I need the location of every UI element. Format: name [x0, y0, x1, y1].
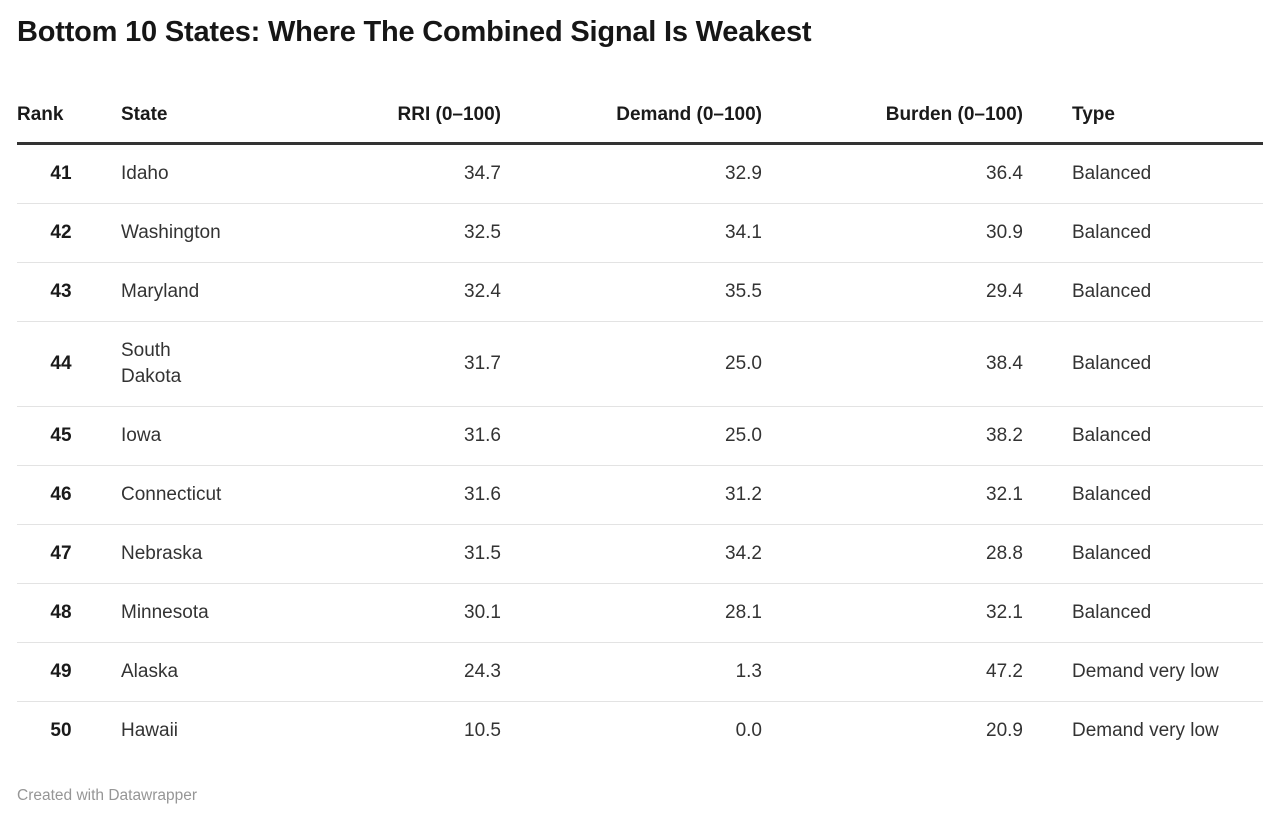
- table-row: 49 Alaska 24.3 1.3 47.2 Demand very low: [17, 642, 1263, 702]
- cell-type: Demand very low: [1035, 701, 1263, 760]
- column-header-type: Type: [1035, 88, 1263, 145]
- cell-rri: 31.5: [243, 524, 513, 584]
- cell-rri: 31.7: [243, 321, 513, 407]
- cell-rank: 41: [50, 163, 72, 184]
- table-row: 50 Hawaii 10.5 0.0 20.9 Demand very low: [17, 701, 1263, 760]
- table-row: 41 Idaho 34.7 32.9 36.4 Balanced: [17, 144, 1263, 204]
- cell-type: Balanced: [1035, 262, 1263, 322]
- cell-burden: 38.2: [774, 406, 1035, 466]
- cell-demand: 32.9: [725, 163, 762, 184]
- cell-rank: 42: [17, 203, 105, 263]
- cell-rri: 34.7: [464, 163, 501, 184]
- cell-rank: 45: [17, 406, 105, 466]
- cell-rri: 24.3: [243, 642, 513, 702]
- cell-demand: 34.2: [513, 524, 774, 584]
- cell-burden: 29.4: [774, 262, 1035, 322]
- cell-burden: 28.8: [774, 524, 1035, 584]
- table-row: 46 Connecticut 31.6 31.2 32.1 Balanced: [17, 465, 1263, 525]
- cell-rank: 46: [17, 465, 105, 525]
- cell-state: Hawaii: [105, 701, 243, 760]
- cell-type: Balanced: [1035, 465, 1263, 525]
- cell-state: Maryland: [105, 262, 243, 322]
- cell-demand: 31.2: [513, 465, 774, 525]
- table-body: 41 Idaho 34.7 32.9 36.4 Balanced 42 Washington 3…: [17, 144, 1263, 760]
- states-table: Rank State RRI (0–100) Demand (0–100) Bu…: [17, 88, 1263, 760]
- table-row: 42 Washington 32.5 34.1 30.9 Balanced: [17, 203, 1263, 263]
- column-header-rank: Rank: [17, 88, 105, 145]
- cell-state: Washington: [105, 203, 243, 263]
- column-header-state: State: [105, 88, 243, 145]
- cell-demand: 28.1: [513, 583, 774, 643]
- cell-rank: 48: [17, 583, 105, 643]
- cell-rri: 31.6: [243, 406, 513, 466]
- cell-type: Balanced: [1035, 524, 1263, 584]
- cell-burden: 38.4: [774, 321, 1035, 407]
- cell-rank: 44: [17, 321, 105, 407]
- cell-demand: 34.1: [513, 203, 774, 263]
- cell-rri: 32.4: [243, 262, 513, 322]
- cell-demand: 1.3: [513, 642, 774, 702]
- page-title: Bottom 10 States: Where The Combined Sig…: [17, 16, 812, 48]
- cell-type: Balanced: [1035, 321, 1263, 407]
- cell-state: Iowa: [105, 406, 243, 466]
- cell-rri: 31.6: [243, 465, 513, 525]
- cell-type: Balanced: [1035, 406, 1263, 466]
- cell-state: Idaho: [121, 163, 169, 184]
- cell-rri: 10.5: [243, 701, 513, 760]
- cell-demand: 0.0: [513, 701, 774, 760]
- cell-state: Nebraska: [105, 524, 243, 584]
- table-row: 48 Minnesota 30.1 28.1 32.1 Balanced: [17, 583, 1263, 643]
- cell-state: Minnesota: [105, 583, 243, 643]
- cell-rank: 49: [17, 642, 105, 702]
- cell-burden: 30.9: [774, 203, 1035, 263]
- cell-type: Balanced: [1035, 203, 1263, 263]
- cell-burden: 32.1: [774, 465, 1035, 525]
- cell-demand: 35.5: [513, 262, 774, 322]
- cell-type: Balanced: [1072, 163, 1152, 184]
- cell-rank: 43: [17, 262, 105, 322]
- cell-type: Demand very low: [1035, 642, 1263, 702]
- table-header-row: Rank State RRI (0–100) Demand (0–100) Bu…: [17, 88, 1263, 145]
- cell-state: Alaska: [105, 642, 243, 702]
- cell-burden: 47.2: [774, 642, 1035, 702]
- cell-state: Connecticut: [105, 465, 243, 525]
- datawrapper-credit-link[interactable]: Created with Datawrapper: [17, 787, 198, 804]
- cell-demand: 25.0: [513, 321, 774, 407]
- cell-burden: 36.4: [986, 163, 1023, 184]
- cell-burden: 20.9: [774, 701, 1035, 760]
- cell-rri: 32.5: [243, 203, 513, 263]
- cell-type: Balanced: [1035, 583, 1263, 643]
- cell-rank: 47: [17, 524, 105, 584]
- column-header-demand: Demand (0–100): [513, 88, 774, 145]
- table-row: 43 Maryland 32.4 35.5 29.4 Balanced: [17, 262, 1263, 322]
- cell-rri: 30.1: [243, 583, 513, 643]
- table-row: 44 South Dakota 31.7 25.0 38.4 Balanced: [17, 321, 1263, 407]
- table-row: 47 Nebraska 31.5 34.2 28.8 Balanced: [17, 524, 1263, 584]
- cell-rank: 50: [17, 701, 105, 760]
- cell-demand: 25.0: [513, 406, 774, 466]
- cell-state: South Dakota: [105, 321, 243, 407]
- column-header-rri: RRI (0–100): [243, 88, 513, 145]
- table-row: 45 Iowa 31.6 25.0 38.2 Balanced: [17, 406, 1263, 466]
- cell-burden: 32.1: [774, 583, 1035, 643]
- column-header-burden: Burden (0–100): [774, 88, 1035, 145]
